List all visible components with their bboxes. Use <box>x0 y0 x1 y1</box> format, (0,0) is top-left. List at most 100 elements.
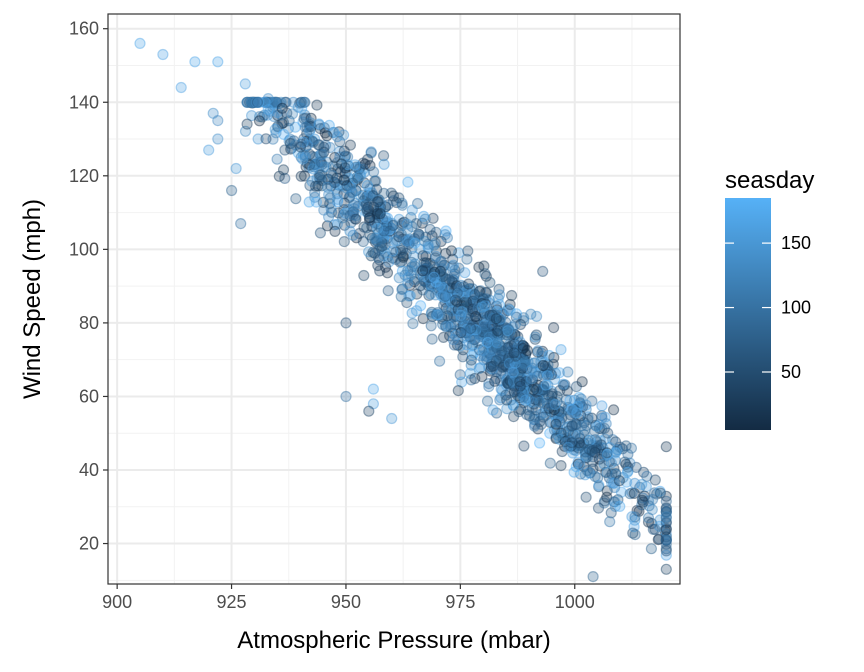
data-point <box>460 320 472 332</box>
data-point <box>609 447 622 459</box>
data-point <box>502 325 514 337</box>
data-point <box>480 314 492 326</box>
data-point <box>251 96 264 108</box>
data-point <box>508 338 521 350</box>
data-point <box>520 381 533 394</box>
data-point <box>503 357 515 369</box>
data-point <box>498 329 511 341</box>
data-point <box>526 396 539 408</box>
data-point <box>659 524 671 537</box>
data-point <box>378 232 390 244</box>
data-point <box>570 418 582 431</box>
data-point <box>452 385 464 397</box>
data-point <box>487 312 499 324</box>
data-point <box>482 326 494 338</box>
data-point <box>509 318 522 330</box>
data-point <box>439 296 451 308</box>
data-point <box>485 343 497 356</box>
data-point <box>316 149 328 161</box>
data-point <box>253 115 265 127</box>
data-point <box>593 479 605 491</box>
data-point <box>376 233 388 245</box>
data-point <box>660 545 672 557</box>
data-point <box>517 340 529 352</box>
data-point <box>321 130 333 142</box>
data-point <box>405 269 417 281</box>
data-point <box>488 355 500 367</box>
data-point <box>490 300 502 312</box>
data-point <box>447 311 460 323</box>
data-point <box>305 120 317 133</box>
data-point <box>548 373 561 385</box>
data-point <box>609 500 621 512</box>
data-point <box>493 315 505 327</box>
data-point <box>478 354 490 366</box>
data-point <box>376 236 388 248</box>
data-point <box>613 475 626 487</box>
data-point <box>559 435 571 448</box>
data-point <box>241 118 253 130</box>
data-point <box>483 329 495 341</box>
data-point <box>500 324 512 336</box>
data-point <box>483 347 496 359</box>
data-point <box>486 319 498 331</box>
data-point <box>465 374 477 386</box>
data-point <box>301 121 313 133</box>
data-point <box>589 425 601 437</box>
data-point <box>522 371 534 383</box>
data-point <box>283 115 295 127</box>
data-point <box>441 310 453 322</box>
data-point <box>501 333 513 345</box>
data-point <box>377 227 389 239</box>
data-point <box>260 96 272 108</box>
data-point <box>507 400 519 412</box>
data-point <box>487 317 499 329</box>
data-point <box>314 156 326 168</box>
data-point <box>651 488 663 500</box>
data-point <box>270 127 282 139</box>
data-point <box>390 196 403 209</box>
data-point <box>493 321 505 333</box>
data-point <box>518 440 530 452</box>
data-point <box>425 308 437 320</box>
data-point <box>351 171 363 183</box>
data-point <box>417 250 429 262</box>
data-point <box>495 342 507 354</box>
data-point <box>339 167 351 179</box>
data-point <box>603 472 616 484</box>
data-point <box>412 197 424 210</box>
data-point <box>467 295 479 307</box>
data-point <box>548 351 560 364</box>
data-point <box>369 217 381 229</box>
data-point <box>540 403 552 415</box>
data-point <box>455 279 467 291</box>
data-point <box>497 308 509 321</box>
data-point <box>465 320 477 332</box>
data-point <box>486 309 499 321</box>
data-point <box>660 534 672 546</box>
data-point <box>437 281 449 293</box>
data-point <box>379 201 391 213</box>
data-point <box>506 370 518 382</box>
data-point <box>494 375 507 387</box>
data-point <box>398 216 410 228</box>
data-point <box>422 273 434 285</box>
data-point <box>418 235 431 247</box>
data-point <box>638 490 651 502</box>
data-point <box>349 159 361 171</box>
data-point <box>519 360 532 372</box>
data-point <box>511 347 523 359</box>
data-point <box>439 229 451 241</box>
data-point <box>267 96 279 108</box>
data-point <box>584 434 596 446</box>
data-point <box>299 109 311 121</box>
data-point <box>382 221 394 233</box>
data-point <box>507 375 520 387</box>
data-point <box>596 448 608 460</box>
data-point <box>544 416 556 429</box>
data-point <box>292 101 304 113</box>
data-point <box>361 190 373 202</box>
data-point <box>492 293 504 305</box>
data-point <box>401 297 413 309</box>
data-point <box>546 385 558 397</box>
